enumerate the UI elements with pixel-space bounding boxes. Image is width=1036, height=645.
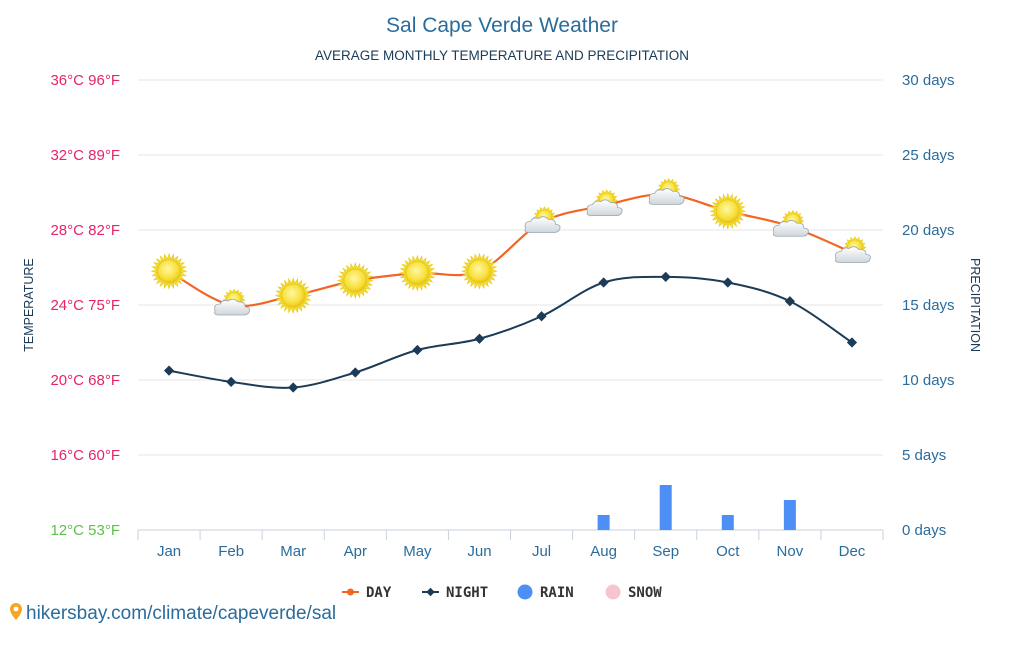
footer-url[interactable]: hikersbay.com/climate/capeverde/sal (26, 603, 336, 624)
precipitation-tick-label: 15 days (902, 297, 955, 314)
night-point (412, 344, 423, 356)
temperature-axis-label: TEMPERATURE (22, 258, 36, 352)
temperature-tick-label: 32°C 89°F (50, 147, 120, 164)
chart-subtitle: AVERAGE MONTHLY TEMPERATURE AND PRECIPIT… (315, 48, 689, 63)
night-point (660, 271, 671, 282)
month-label: Oct (716, 543, 740, 560)
legend-label: NIGHT (446, 585, 488, 601)
legend-item-snow[interactable]: SNOW (605, 584, 663, 602)
sun-icon (151, 253, 187, 290)
precipitation-axis-label: PRECIPITATION (968, 258, 982, 352)
legend-label: RAIN (540, 585, 574, 601)
legend: DAY NIGHT RAIN SNOW (342, 584, 663, 602)
precipitation-tick-label: 20 days (902, 222, 955, 239)
temperature-axis: 36°C 96°F 32°C 89°F 28°C 82°F 24°C 75°F 20°C… (50, 72, 120, 539)
night-point (598, 277, 609, 288)
grid-lines (138, 79, 883, 456)
rain-bars (597, 485, 796, 530)
legend-dot-marker (347, 588, 354, 596)
rain-bar (783, 500, 796, 530)
sun-icon (709, 193, 746, 230)
chart-title: Sal Cape Verde Weather (386, 14, 618, 37)
sun-icon (461, 253, 498, 290)
night-point (536, 311, 547, 322)
month-label: May (403, 543, 432, 560)
month-label: Nov (777, 543, 804, 560)
precipitation-tick-label: 10 days (902, 372, 955, 389)
temperature-tick-label: 28°C 82°F (50, 222, 120, 239)
sun-icon (275, 277, 312, 314)
sun-icon (337, 262, 374, 299)
legend-dot-marker (605, 584, 621, 600)
legend-item-day[interactable]: DAY (342, 585, 392, 601)
month-label: Sep (652, 543, 679, 560)
legend-label: DAY (366, 585, 392, 601)
night-point (350, 367, 361, 378)
legend-item-rain[interactable]: RAIN (517, 584, 574, 602)
rain-bar (659, 485, 672, 530)
partly-cloudy-icon (648, 177, 685, 205)
night-point (163, 365, 175, 376)
day-series (168, 193, 853, 308)
legend-diamond-marker (426, 587, 435, 597)
location-pin-icon (10, 603, 22, 620)
month-label: Jul (532, 543, 551, 560)
rain-bar (597, 515, 610, 530)
legend-label: SNOW (628, 585, 662, 601)
month-label: Jan (157, 543, 181, 560)
month-label: Apr (344, 543, 367, 560)
month-label: Jun (467, 543, 491, 560)
month-label: Mar (280, 543, 306, 560)
precipitation-tick-label: 5 days (902, 447, 946, 464)
legend-dot-marker (517, 584, 533, 600)
night-point (722, 277, 733, 288)
precipitation-tick-label: 0 days (902, 522, 946, 539)
temperature-tick-label: 24°C 75°F (50, 297, 120, 314)
month-axis: Jan Feb Mar Apr May Jun Jul Aug Sep Oct Nov Dec (137, 529, 884, 560)
night-line (168, 275, 853, 389)
partly-cloudy-icon (835, 236, 871, 263)
night-point (226, 376, 237, 387)
rain-bar (721, 515, 734, 530)
temperature-tick-label: 16°C 60°F (50, 447, 120, 464)
temperature-tick-label: 36°C 96°F (50, 72, 120, 89)
temperature-tick-label: 20°C 68°F (50, 372, 120, 389)
temperature-tick-label: 12°C 53°F (50, 522, 120, 539)
partly-cloudy-icon (524, 206, 561, 233)
legend-item-night[interactable]: NIGHT (422, 585, 488, 601)
night-series (163, 271, 858, 393)
month-label: Dec (839, 543, 866, 560)
sun-icon (399, 255, 436, 292)
month-label: Feb (218, 543, 244, 560)
night-point (474, 333, 485, 344)
location-pin-dot (13, 606, 19, 612)
month-label: Aug (590, 543, 617, 560)
day-line (168, 193, 853, 308)
precipitation-tick-label: 30 days (902, 72, 955, 89)
precipitation-tick-label: 25 days (902, 147, 955, 164)
footer-link[interactable]: hikersbay.com/climate/capeverde/sal (10, 603, 336, 624)
precipitation-axis: 30 days 25 days 20 days 15 days 10 days 5 day… (902, 72, 955, 539)
night-point (288, 382, 299, 393)
